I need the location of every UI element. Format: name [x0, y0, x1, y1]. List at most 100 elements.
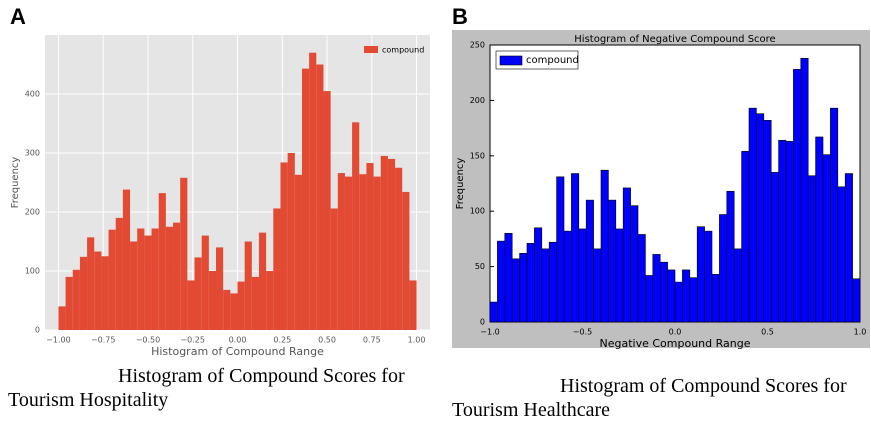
bar — [180, 177, 188, 330]
bar — [251, 276, 259, 330]
bar — [194, 257, 202, 330]
panel-label: B — [452, 4, 468, 29]
bar — [208, 271, 217, 330]
bar — [344, 176, 353, 330]
bar — [763, 120, 772, 323]
bar — [309, 52, 317, 330]
bar — [330, 208, 338, 330]
bar — [793, 69, 802, 323]
bar — [158, 193, 166, 330]
bar — [301, 68, 310, 330]
bar — [402, 191, 410, 330]
y-tick-label: 200 — [470, 96, 485, 105]
y-tick-label: 250 — [470, 41, 485, 50]
bar — [600, 169, 609, 323]
bar — [380, 155, 388, 330]
bar — [682, 269, 691, 323]
panel-label: A — [10, 4, 26, 29]
y-axis-label: Frequency — [455, 158, 466, 210]
x-axis-label: Negative Compound Range — [600, 337, 751, 350]
bar — [223, 289, 231, 330]
y-tick-label: 0 — [480, 318, 485, 327]
bar — [352, 122, 360, 330]
bar — [807, 175, 816, 323]
bar — [287, 153, 295, 330]
x-tick-label: 0.5 — [761, 328, 774, 337]
x-tick-label: 0.25 — [273, 336, 291, 345]
y-tick-label: 100 — [470, 207, 485, 216]
bar — [258, 232, 267, 330]
bar — [556, 176, 565, 323]
bar — [800, 57, 809, 323]
bar — [830, 107, 839, 323]
bar — [497, 240, 506, 323]
bar — [151, 228, 159, 330]
x-tick-label: −0.50 — [136, 336, 161, 345]
bar — [511, 258, 520, 323]
chart-title: Histogram of Negative Compound Score — [574, 34, 775, 45]
caption: Tourism Hospitality — [8, 389, 168, 411]
bar — [622, 187, 631, 323]
bar — [548, 241, 557, 323]
bar — [165, 226, 174, 330]
bar — [216, 247, 224, 330]
x-tick-label: 0.00 — [229, 336, 247, 345]
bar — [316, 64, 324, 330]
bar — [323, 91, 331, 330]
bar — [108, 229, 116, 330]
x-tick-label: 1.00 — [408, 336, 426, 345]
y-tick-label: 150 — [470, 151, 485, 160]
bar — [79, 256, 88, 330]
y-tick-label: 200 — [25, 208, 40, 217]
bar — [237, 281, 245, 330]
bar — [593, 248, 602, 323]
bar — [101, 256, 109, 330]
bar — [395, 167, 403, 330]
bar — [837, 186, 846, 323]
legend-label: compound — [526, 55, 579, 66]
bar — [659, 261, 668, 323]
bar — [608, 199, 617, 323]
legend-label: compound — [382, 46, 424, 55]
x-tick-label: 0.75 — [363, 336, 381, 345]
x-tick-label: −1.0 — [480, 328, 499, 337]
bar — [652, 254, 661, 323]
bar — [366, 163, 374, 330]
bar — [637, 234, 646, 323]
bar — [244, 241, 252, 330]
bar — [266, 271, 274, 330]
bar — [489, 301, 498, 323]
bar — [130, 241, 138, 330]
bar — [674, 281, 683, 323]
bar — [72, 269, 80, 330]
x-tick-label: 0.50 — [318, 336, 336, 345]
bar — [822, 154, 831, 323]
caption: Tourism Healthcare — [452, 399, 610, 421]
x-tick-label: 0.0 — [669, 328, 682, 337]
x-tick-label: −0.75 — [91, 336, 116, 345]
bar — [144, 235, 152, 330]
bar — [526, 243, 535, 323]
y-tick-label: 400 — [25, 90, 40, 99]
y-tick-label: 100 — [25, 267, 40, 276]
bar — [852, 278, 861, 323]
bar — [726, 190, 735, 323]
caption: Histogram of Compound Scores for — [118, 365, 405, 387]
bar — [748, 107, 757, 323]
bar — [273, 208, 281, 330]
bar — [563, 230, 572, 323]
bar — [696, 226, 705, 323]
legend-swatch — [364, 46, 378, 53]
bar — [785, 141, 794, 323]
bar — [58, 306, 66, 330]
bar — [778, 139, 787, 323]
x-tick-label: 1.0 — [854, 328, 867, 337]
bar — [504, 233, 513, 323]
bar — [815, 136, 824, 323]
bar — [741, 151, 750, 323]
bar — [409, 280, 417, 330]
bar — [770, 172, 779, 323]
bar — [173, 222, 181, 330]
bar — [122, 189, 131, 330]
